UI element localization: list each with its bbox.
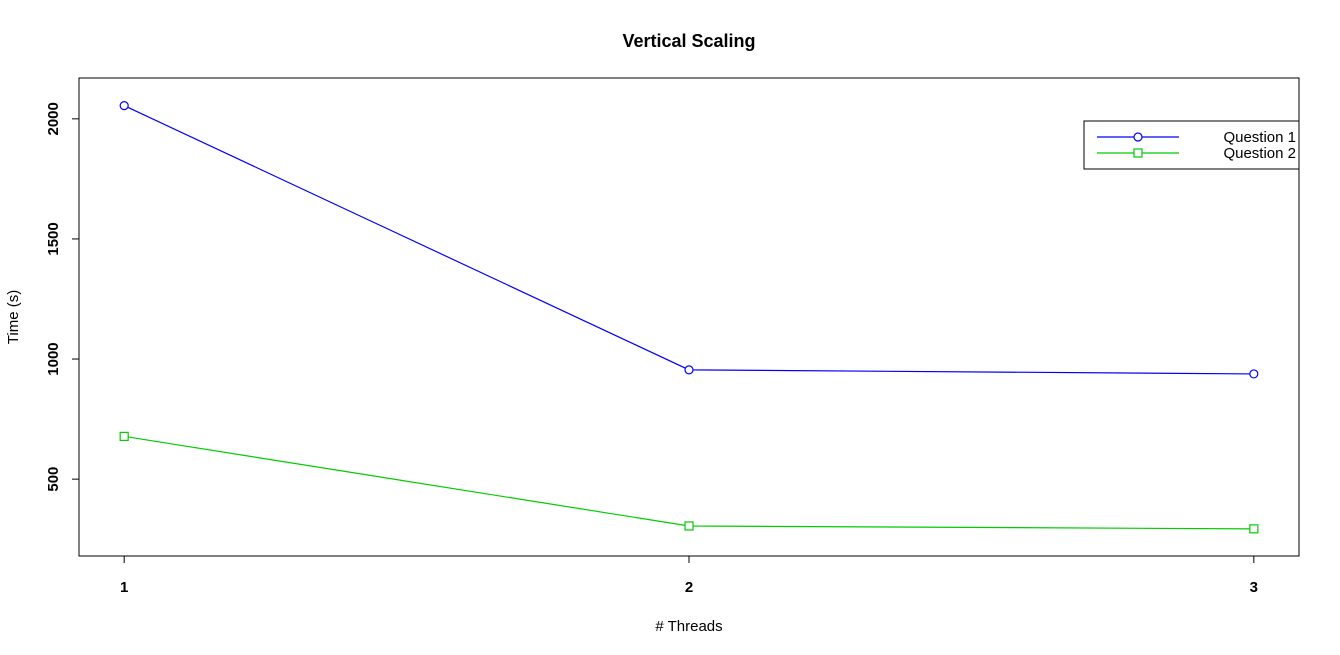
series-line bbox=[124, 435, 1254, 530]
x-tick-label: 3 bbox=[1250, 579, 1258, 596]
data-point bbox=[684, 521, 694, 531]
series-layer bbox=[119, 101, 1259, 534]
data-point bbox=[119, 101, 129, 111]
chart-title: Vertical Scaling bbox=[622, 31, 755, 51]
legend-marker bbox=[1133, 148, 1143, 158]
y-tick-label: 1000 bbox=[45, 342, 62, 375]
y-axis: 500 1000 1500 2000 bbox=[45, 102, 79, 492]
legend-label: Question 1 bbox=[1223, 129, 1296, 146]
legend-entry: Question 2 bbox=[1097, 145, 1296, 162]
x-axis-label: # Threads bbox=[655, 618, 722, 635]
data-point bbox=[684, 365, 694, 375]
legend-box bbox=[1083, 120, 1300, 170]
data-point bbox=[119, 431, 129, 441]
x-tick-label: 2 bbox=[685, 579, 693, 596]
y-tick-label: 2000 bbox=[45, 102, 62, 135]
legend-marker bbox=[1133, 132, 1143, 142]
y-tick-label: 1500 bbox=[45, 222, 62, 255]
series-2 bbox=[119, 431, 1259, 534]
data-point bbox=[1249, 524, 1259, 534]
data-point bbox=[1249, 369, 1259, 379]
legend-entry: Question 1 bbox=[1097, 129, 1296, 146]
y-tick-label: 500 bbox=[45, 467, 62, 492]
x-tick-label: 1 bbox=[120, 579, 128, 596]
series-1 bbox=[119, 101, 1259, 379]
x-axis: 1 2 3 bbox=[120, 556, 1258, 596]
legend-label: Question 2 bbox=[1223, 145, 1296, 162]
y-axis-label: Time (s) bbox=[5, 290, 22, 344]
